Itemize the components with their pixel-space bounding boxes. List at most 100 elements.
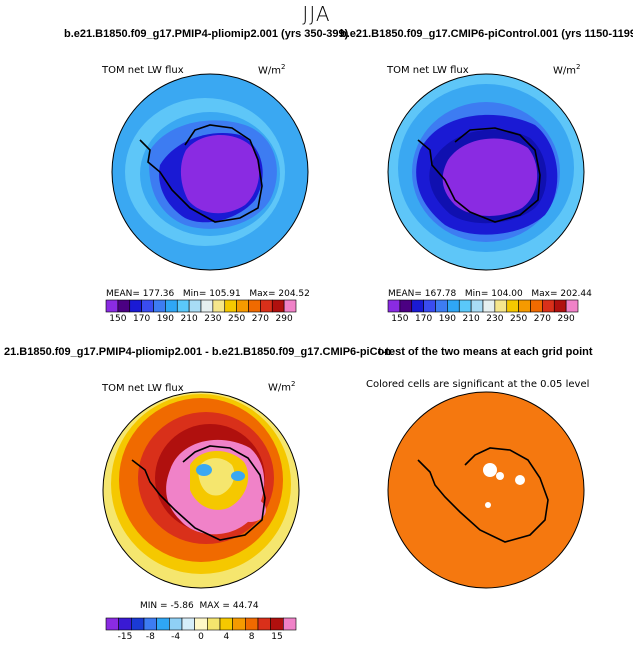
map-4 [388, 392, 584, 588]
colorbar-cell [224, 299, 237, 313]
panel-2-colorbar [387, 299, 579, 313]
colorbar-cell [143, 617, 157, 631]
colorbar-tick-label: 230 [486, 314, 504, 324]
colorbar-cell [482, 299, 496, 313]
colorbar-cell [470, 299, 484, 313]
map-2 [388, 74, 584, 270]
colorbar-cell [518, 299, 531, 313]
colorbar-cell [458, 299, 472, 313]
panel-2-title: b.e21.B1850.f09_g17.CMIP6-piControl.001 … [340, 28, 633, 40]
colorbar-tick-label: 150 [109, 314, 127, 324]
colorbar-cell [129, 299, 142, 313]
colorbar-cell [271, 299, 285, 313]
map-2-border [387, 73, 585, 271]
panel-3-title: 21.B1850.f09_g17.PMIP4-pliomip2.001 - b.… [4, 346, 390, 358]
colorbar-tick-label: 170 [415, 314, 433, 324]
colorbar-tick-label: 250 [510, 314, 528, 324]
colorbar-cell [530, 299, 543, 313]
colorbar-cell [141, 299, 154, 313]
colorbar-cell [105, 617, 119, 631]
colorbar-cell [232, 617, 246, 631]
colorbar-cell [248, 299, 261, 313]
map-2-coastline [417, 127, 541, 223]
colorbar-cell [156, 617, 170, 631]
colorbar-tick-label: -15 [117, 632, 133, 642]
colorbar-tick-label: 230 [204, 314, 222, 324]
colorbar-tick-label: 150 [391, 314, 409, 324]
panel-1-title: b.e21.B1850.f09_g17.PMIP4-pliomip2.001 (… [64, 28, 349, 40]
colorbar-cell [423, 299, 436, 313]
colorbar-tick-label: -8 [145, 632, 155, 642]
map-3-border [102, 391, 300, 589]
colorbar-cell [194, 617, 208, 631]
panel-2-stats: MEAN= 167.78 Min= 104.00 Max= 202.44 [388, 289, 592, 299]
colorbar-cell [153, 299, 166, 313]
colorbar-cell [181, 617, 195, 631]
colorbar-cell [219, 617, 233, 631]
colorbar-cell [494, 299, 508, 313]
panel-3-variable: TOM net LW flux [102, 383, 184, 394]
panel-4-subtitle: Colored cells are significant at the 0.0… [366, 379, 590, 390]
colorbar-tick-label: 4 [223, 632, 230, 642]
panel-3-units: W/m2 [268, 380, 296, 394]
colorbar-cell [270, 617, 284, 631]
colorbar-tick-label: 15 [271, 632, 283, 642]
colorbar-tick-label: 270 [533, 314, 551, 324]
panel-3-colorbar [105, 617, 297, 631]
colorbar-cell [212, 299, 226, 313]
colorbar-tick-label: 170 [133, 314, 151, 324]
colorbar-tick-label: 8 [248, 632, 255, 642]
colorbar-tick-label: 270 [251, 314, 269, 324]
panel-1-units: W/m2 [258, 63, 286, 77]
colorbar-cell [118, 617, 132, 631]
map-1-coastline [139, 124, 263, 223]
colorbar-cell [506, 299, 519, 313]
colorbar-cell [260, 299, 273, 313]
map-3 [103, 392, 299, 588]
colorbar-cell [131, 617, 145, 631]
colorbar-cell [565, 299, 579, 313]
colorbar-cell [542, 299, 555, 313]
colorbar-cell [435, 299, 448, 313]
colorbar-cell [411, 299, 424, 313]
panel-1-colorbar [105, 299, 297, 313]
colorbar-cell [105, 299, 119, 313]
colorbar-tick-label: 190 [156, 314, 174, 324]
colorbar-cell [553, 299, 567, 313]
map-1 [112, 74, 308, 270]
colorbar-cell [236, 299, 249, 313]
colorbar-tick-label: -4 [171, 632, 181, 642]
colorbar-tick-label: 190 [438, 314, 456, 324]
map-1-border [111, 73, 309, 271]
colorbar-cell [165, 299, 178, 313]
colorbar-tick-label: 210 [462, 314, 480, 324]
colorbar-cell [283, 617, 297, 631]
map-3-coastline [131, 445, 266, 541]
colorbar-cell [117, 299, 131, 313]
colorbar-cell [257, 617, 271, 631]
colorbar-cell [387, 299, 401, 313]
colorbar-cell [169, 617, 183, 631]
panel-2-units: W/m2 [553, 63, 581, 77]
colorbar-tick-label: 290 [557, 314, 575, 324]
colorbar-cell [447, 299, 460, 313]
colorbar-tick-label: 0 [198, 632, 204, 642]
colorbar-cell [207, 617, 221, 631]
page-title: JJA [302, 2, 331, 26]
colorbar-cell [188, 299, 202, 313]
panel-4-title: t-test of the two means at each grid poi… [378, 346, 593, 358]
map-4-border [387, 391, 585, 589]
panel-3-stats: MIN = -5.86 MAX = 44.74 [140, 601, 259, 611]
panel-1-stats: MEAN= 177.36 Min= 105.91 Max= 204.52 [106, 289, 310, 299]
panel-1-variable: TOM net LW flux [102, 65, 184, 76]
colorbar-tick-label: 250 [228, 314, 246, 324]
colorbar-cell [176, 299, 190, 313]
colorbar-cell [200, 299, 214, 313]
colorbar-tick-label: 290 [275, 314, 293, 324]
colorbar-cell [245, 617, 259, 631]
colorbar-cell [399, 299, 413, 313]
colorbar-tick-label: 210 [180, 314, 198, 324]
map-4-coastline [417, 447, 549, 543]
panel-2-variable: TOM net LW flux [387, 65, 469, 76]
